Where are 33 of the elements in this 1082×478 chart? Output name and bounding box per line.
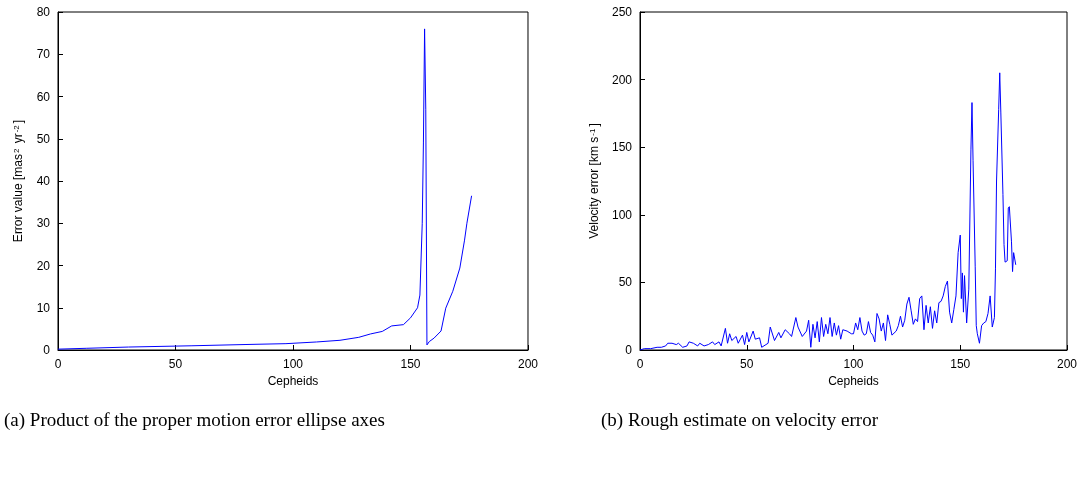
y-axis-title: Error value [mas2 yr-2] (11, 119, 25, 243)
y-tick-label: 250 (611, 5, 633, 19)
y-tick-label: 50 (618, 275, 633, 290)
y-tick-label: 30 (36, 216, 51, 231)
x-tick-label: 0 (54, 357, 62, 371)
x-axis-title: Cepheids (828, 373, 879, 388)
x-tick-label: 0 (636, 357, 644, 371)
line-series (639, 72, 1017, 351)
x-tick-label: 50 (740, 357, 754, 371)
y-tick-label: 200 (611, 72, 633, 87)
x-tick-label: 50 (168, 357, 183, 371)
y-tick-label: 20 (36, 258, 51, 273)
y-tick-label: 0 (625, 343, 633, 357)
x-tick-label: 100 (282, 357, 304, 371)
y-tick-label: 150 (611, 140, 633, 155)
x-tick-label: 200 (517, 357, 539, 371)
y-tick-label: 100 (611, 207, 633, 222)
text: (a) Product of the proper motion error ellipse axes (3, 408, 386, 432)
text: (b) Rough estimate on velocity error (600, 408, 879, 432)
y-tick-label: 0 (43, 343, 51, 357)
x-axis-title: Cepheids (267, 373, 319, 388)
x-tick-label: 100 (843, 357, 864, 371)
x-tick-label: 150 (950, 357, 971, 371)
y-axis-title: Velocity error [km s-1] (587, 123, 601, 239)
line-series (57, 28, 473, 350)
x-tick-label: 200 (1056, 357, 1078, 371)
y-tick-label: 50 (36, 131, 51, 146)
y-tick-label: 70 (36, 47, 51, 62)
y-tick-label: 10 (36, 300, 51, 315)
y-tick-label: 40 (36, 174, 51, 188)
x-tick-label: 150 (400, 357, 421, 371)
y-tick-label: 80 (36, 5, 51, 19)
y-tick-label: 60 (36, 89, 51, 104)
